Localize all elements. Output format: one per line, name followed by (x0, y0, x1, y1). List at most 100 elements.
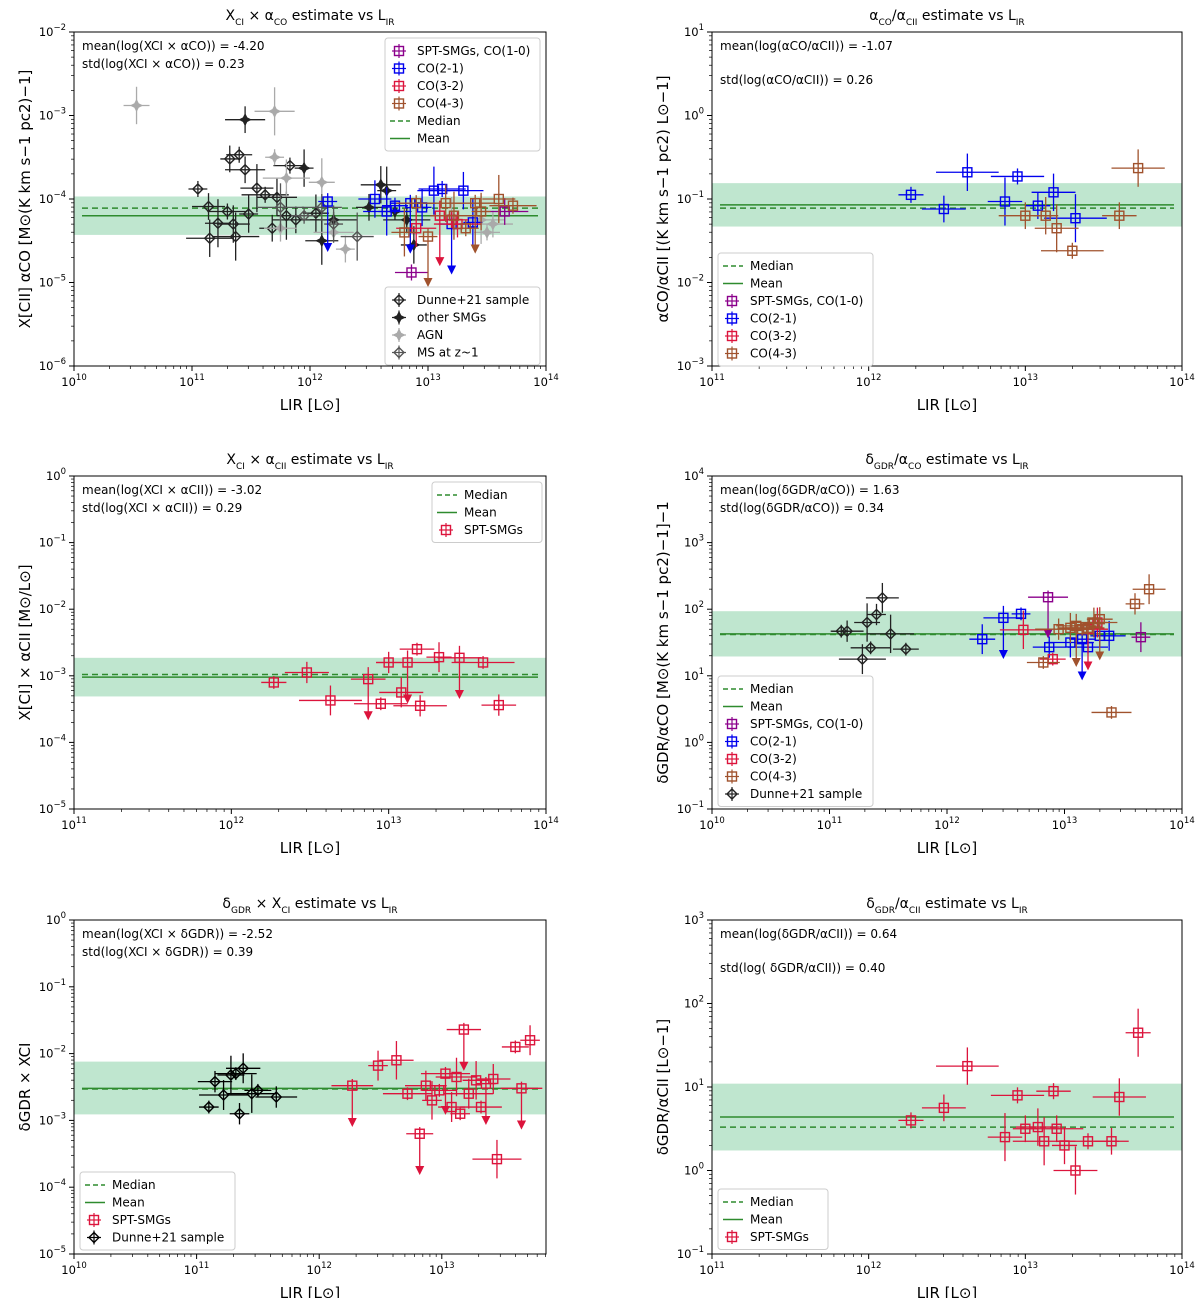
legend-entry: Median (112, 1178, 156, 1192)
legend-entry: Mean (750, 277, 783, 291)
legend-entry: CO(3-2) (417, 79, 464, 93)
legend-entry: other SMGs (417, 311, 486, 325)
y-tick-label: 10−1 (677, 190, 704, 206)
chart-panel-6: 1011 1012 1013 1014 10−1 100 101 102 103 δGDR/αCI… (654, 896, 1195, 1298)
legend-entry: CO(2-1) (750, 312, 797, 326)
x-tick-label: 1013 (1013, 1261, 1038, 1277)
legend-entry: Mean (750, 1213, 783, 1227)
chart-title: XCI × αCII estimate vs LIR (226, 452, 393, 472)
legend-entry: CO(4-3) (750, 770, 797, 784)
x-tick-label: 1013 (429, 1261, 454, 1277)
data-point (267, 104, 282, 118)
legend-entry: Mean (417, 132, 450, 146)
legend-entry: CO(3-2) (750, 752, 797, 766)
data-point (327, 218, 340, 231)
legend-entry: Mean (112, 1196, 145, 1210)
y-tick-label: 10−4 (39, 733, 66, 749)
legend: Median Mean SPT-SMGs (717, 1188, 829, 1250)
legend-marker (392, 310, 406, 325)
x-tick-label: 1012 (297, 373, 322, 389)
series-ms-at-z-1 (256, 183, 374, 261)
legend-marker (88, 1231, 100, 1244)
stats-annotation: mean(log(XCI × αCO)) = -4.20 (82, 39, 264, 53)
series-spt-smgs-co-1-0- (394, 198, 529, 281)
data-point (221, 205, 234, 218)
x-tick-label: 1012 (219, 816, 244, 832)
stats-annotation: std(log(XCI × αCII)) = 0.29 (82, 501, 242, 515)
data-point (309, 207, 322, 220)
series-dunne-21-sample (830, 582, 919, 675)
data-point (251, 1084, 264, 1097)
data-point (870, 608, 883, 621)
data-point (238, 113, 252, 127)
data-point (274, 201, 287, 214)
legend-entry: Median (750, 1195, 794, 1209)
legend: SPT-SMGs, CO(1-0) CO(2-1) CO(3-2) CO(4-3) Me… (384, 37, 541, 152)
y-axis-label: X[CII] αCO [M⊙(K km s−1 pc2)−1] (16, 70, 34, 329)
x-tick-label: 1014 (1169, 1261, 1194, 1277)
data-point (229, 230, 242, 243)
chart-panel-5: 1010 1011 1012 1013 10−5 10−4 10−3 10−2 10−1 100 δ… (16, 896, 547, 1298)
y-tick-label: 10−1 (39, 978, 66, 994)
legend-entry: Dunne+21 sample (417, 293, 529, 307)
data-point (861, 616, 874, 629)
legend: Median Mean SPT-SMGs (431, 481, 543, 543)
y-tick-label: 101 (684, 667, 704, 683)
legend: Dunne+21 sample other SMGs AGN MS at z~1 (384, 286, 541, 366)
data-point (223, 152, 236, 165)
x-axis-label: LIR [L⊙] (280, 839, 341, 857)
legend: Median Mean SPT-SMGs, CO(1-0) CO(2-1) CO(3-2… (717, 675, 874, 807)
y-tick-label: 104 (684, 467, 704, 483)
chart-title: αCO/αCII estimate vs LIR (869, 8, 1024, 28)
x-tick-label: 1012 (856, 373, 881, 389)
x-tick-label: 1011 (184, 1261, 209, 1277)
x-tick-label: 1010 (61, 1261, 86, 1277)
chart-title: δGDR/αCO estimate vs LIR (865, 452, 1028, 472)
y-tick-label: 10−3 (39, 667, 66, 683)
y-tick-label: 102 (684, 600, 704, 616)
data-point (266, 222, 279, 235)
x-tick-label: 1013 (415, 373, 440, 389)
x-tick-label: 1014 (533, 816, 558, 832)
data-point (297, 161, 311, 175)
series-spt-smgs-co-1-0- (1028, 590, 1151, 653)
stats-annotation: std(log(αCO/αCII)) = 0.26 (720, 73, 873, 87)
data-point (242, 208, 255, 221)
x-axis-label: LIR [L⊙] (280, 1284, 341, 1298)
y-axis-label: δGDR/αCII [L⊙−1] (654, 1019, 672, 1156)
x-axis-label: LIR [L⊙] (917, 839, 978, 857)
legend-entry: CO(4-3) (750, 347, 797, 361)
data-point (876, 591, 889, 604)
data-point (486, 217, 500, 231)
y-tick-label: 100 (46, 467, 66, 483)
legend-entry: CO(2-1) (750, 735, 797, 749)
legend-marker (392, 328, 406, 342)
chart-panel-3: 1011 1012 1013 1014 10−5 10−4 10−3 10−2 10−1 100 X… (16, 452, 559, 857)
series-co-4-3- (998, 149, 1165, 259)
plot-frame (73, 475, 547, 810)
legend-entry: Dunne+21 sample (750, 787, 862, 801)
data-point (250, 182, 263, 195)
x-tick-label: 1012 (934, 816, 959, 832)
legend-entry: CO(2-1) (417, 62, 464, 76)
x-tick-label: 1014 (1169, 373, 1194, 389)
legend-marker (393, 294, 405, 306)
data-point (289, 213, 302, 226)
data-point (362, 200, 376, 215)
y-tick-label: 10−2 (39, 23, 66, 39)
series-co-2-1- (898, 153, 1107, 243)
x-tick-label: 1011 (699, 1261, 724, 1277)
data-point (259, 188, 272, 201)
y-tick-label: 100 (684, 107, 704, 123)
data-point (315, 234, 329, 248)
series-spt-smgs (898, 1008, 1151, 1195)
data-point (864, 641, 877, 654)
stats-annotation: mean(log(αCO/αCII)) = -1.07 (720, 39, 893, 53)
data-point (338, 242, 353, 256)
legend-entry: SPT-SMGs, CO(1-0) (750, 717, 863, 731)
x-tick-label: 1010 (699, 816, 724, 832)
legend-entry: MS at z~1 (417, 346, 479, 360)
y-tick-label: 10−5 (39, 274, 66, 290)
data-point (270, 1091, 283, 1104)
plot-frame (73, 919, 547, 1255)
